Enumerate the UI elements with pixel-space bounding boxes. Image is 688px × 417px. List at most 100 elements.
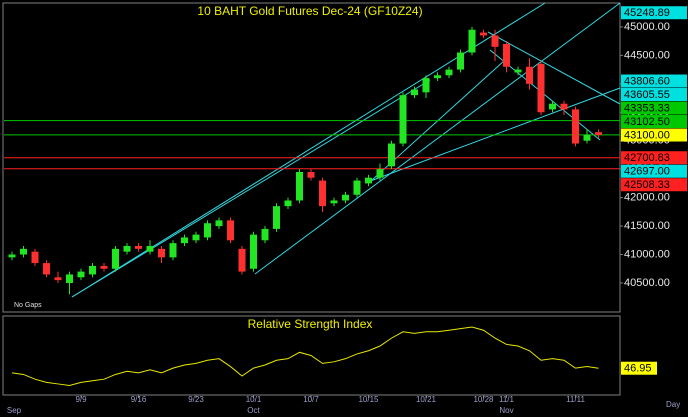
- level-label-bg: [621, 6, 687, 20]
- candle-body: [537, 63, 545, 113]
- candle-body: [100, 265, 108, 269]
- x-tick-label: 11/11: [566, 395, 585, 404]
- candle-body: [112, 248, 119, 269]
- candle-body: [54, 277, 62, 281]
- level-label: 43100.00: [624, 129, 670, 141]
- x-tick-label: 10/15: [358, 395, 379, 404]
- candle-body: [365, 177, 372, 184]
- candle-body: [123, 245, 131, 252]
- candle-body: [376, 169, 384, 178]
- candle-body: [399, 95, 407, 144]
- x-tick-label: 9/16: [131, 395, 147, 404]
- candle-body: [261, 228, 269, 241]
- x-unit: Day: [666, 400, 680, 409]
- candle-body: [411, 89, 418, 96]
- trend-line: [254, 2, 621, 275]
- y-tick-label: 45000.00: [624, 21, 670, 33]
- candle-body: [342, 194, 349, 201]
- month-label: Nov: [499, 406, 513, 415]
- note: No Gaps: [14, 302, 42, 309]
- candle-body: [250, 234, 257, 269]
- candle-body: [77, 271, 85, 278]
- y-tick-label: 41000.00: [624, 248, 670, 260]
- candle-body: [238, 248, 246, 272]
- candle-body: [146, 245, 154, 252]
- candle-body: [595, 132, 602, 136]
- candle-body: [89, 265, 96, 275]
- y-tick-label: 44500.00: [624, 49, 670, 61]
- level-label-bg: [621, 101, 687, 115]
- x-tick-label: 9/9: [75, 395, 87, 404]
- candle-body: [526, 66, 533, 84]
- candle-body: [43, 263, 50, 275]
- candle-body: [227, 220, 234, 241]
- candle-body: [20, 248, 27, 255]
- level-label: 43353.33: [624, 102, 670, 114]
- level-label: 43102.50: [624, 116, 670, 128]
- level-label: 42508.33: [624, 179, 670, 191]
- trend-line: [71, 79, 431, 298]
- candle-body: [388, 143, 395, 167]
- candle-body: [330, 200, 338, 204]
- level-label-bg: [621, 164, 687, 178]
- candle-body: [480, 32, 487, 36]
- rsi-line: [11, 326, 599, 387]
- candle-body: [181, 237, 188, 244]
- candle-body: [491, 35, 499, 47]
- y-tick-label: 42000.00: [624, 192, 670, 204]
- level-label-bg: [621, 74, 687, 88]
- candle-body: [583, 135, 591, 141]
- chart-title: 10 BAHT Gold Futures Dec-24 (GF10Z24): [197, 4, 422, 18]
- level-label-bg: [621, 128, 687, 142]
- x-tick-label: 10/1: [246, 395, 262, 404]
- level-label: 45248.89: [624, 7, 670, 19]
- candle-body: [445, 69, 453, 76]
- x-tick-label: 11/1: [499, 395, 515, 404]
- candle-body: [135, 245, 142, 249]
- level-label-bg: [621, 178, 687, 192]
- candle-body: [514, 69, 522, 73]
- candle-body: [503, 43, 510, 67]
- y-tick-label: 41500.00: [624, 220, 670, 232]
- candle-body: [8, 254, 16, 258]
- candle-body: [169, 243, 177, 258]
- candle-body: [549, 103, 556, 110]
- candle-body: [31, 251, 39, 264]
- candle-body: [273, 206, 280, 229]
- candle-body: [296, 172, 303, 201]
- month-label: Sep: [7, 406, 22, 415]
- level-label-bg: [621, 151, 687, 165]
- rsi-label: 46.95: [624, 363, 652, 375]
- candle-body: [560, 103, 568, 110]
- candle-body: [204, 223, 211, 238]
- y-tick-label: 40500.00: [624, 277, 670, 289]
- level-label: 42700.83: [624, 152, 670, 164]
- candle-body: [353, 180, 361, 195]
- candle-body: [457, 52, 464, 70]
- candle-body: [192, 234, 200, 241]
- x-tick-label: 9/23: [188, 395, 204, 404]
- candle-body: [434, 75, 441, 79]
- level-label: 42697.00: [624, 166, 670, 178]
- x-tick-label: 10/21: [416, 395, 437, 404]
- candle-body: [422, 78, 430, 93]
- candle-body: [572, 109, 579, 144]
- level-label-bg: [621, 115, 687, 129]
- month-label: Oct: [247, 406, 260, 415]
- x-tick-label: 10/7: [303, 395, 319, 404]
- candle-body: [319, 180, 326, 207]
- rsi-title: Relative Strength Index: [248, 317, 373, 331]
- level-label: 43806.60: [624, 75, 670, 87]
- candle-body: [158, 248, 165, 258]
- candle-body: [284, 200, 292, 207]
- x-tick-label: 10/28: [473, 395, 494, 404]
- level-label-bg: [621, 88, 687, 102]
- candle-body: [307, 172, 315, 178]
- candle-body: [215, 220, 223, 227]
- level-label: 43605.55: [624, 89, 670, 101]
- rsi-label-bg: [621, 361, 657, 375]
- candle-body: [468, 29, 476, 53]
- trend-line: [364, 87, 621, 184]
- candle-body: [66, 274, 73, 283]
